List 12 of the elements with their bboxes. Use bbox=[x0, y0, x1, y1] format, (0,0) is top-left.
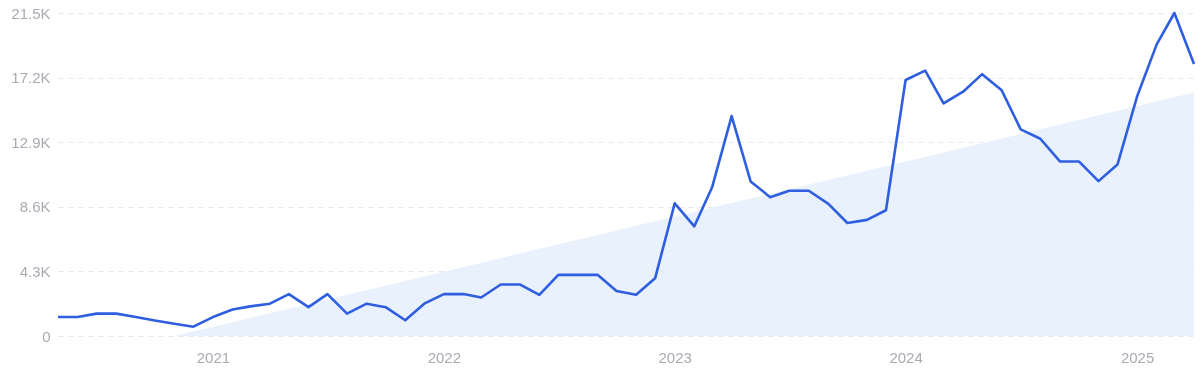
y-tick-label: 21.5K bbox=[11, 4, 51, 22]
x-tick-label: 2022 bbox=[427, 348, 462, 366]
y-tick-label: 17.2K bbox=[11, 69, 51, 87]
y-tick-label: 12.9K bbox=[11, 133, 51, 151]
x-tick-label: 2025 bbox=[1120, 348, 1155, 366]
y-tick-label: 0 bbox=[42, 327, 51, 345]
x-tick-label: 2021 bbox=[196, 348, 231, 366]
x-tick-label: 2024 bbox=[889, 348, 923, 366]
y-tick-label: 4.3K bbox=[19, 262, 51, 280]
y-tick-label: 8.6K bbox=[19, 198, 51, 216]
x-tick-label: 2023 bbox=[658, 348, 692, 366]
line-series bbox=[56, 11, 1196, 328]
